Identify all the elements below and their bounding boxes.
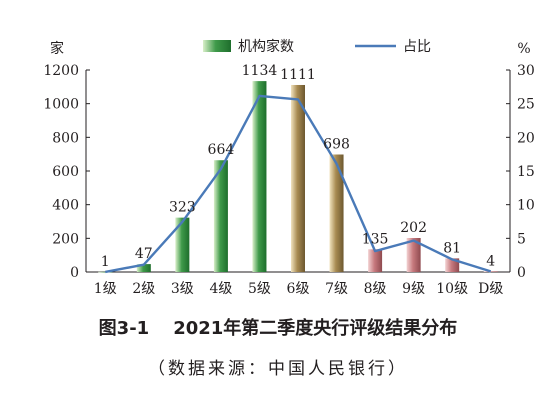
y-right-tick-label: 15	[517, 164, 535, 180]
x-tick-label: 1级	[94, 281, 117, 297]
bar-3	[175, 217, 190, 272]
x-tick-label: 3级	[171, 281, 194, 297]
bar-9	[406, 237, 421, 272]
x-tick-label: 6级	[287, 281, 310, 297]
legend-bar-swatch	[203, 40, 231, 52]
bar-7	[329, 154, 344, 272]
legend-label: 占比	[403, 39, 431, 55]
data-label: 1111	[280, 67, 316, 83]
x-tick-label: 2级	[132, 281, 155, 297]
y-right-tick-label: 0	[517, 265, 526, 281]
figure-title: 图3-1 2021年第二季度央行评级结果分布	[0, 314, 556, 340]
data-label: 135	[362, 231, 389, 247]
y-left-tick-label: 0	[70, 265, 79, 281]
data-label: 4	[486, 253, 495, 269]
bar-1	[98, 271, 113, 273]
x-tick-label: 8级	[364, 281, 387, 297]
y-left-tick-label: 800	[52, 130, 79, 146]
data-label: 664	[208, 142, 235, 158]
y-left-tick-label: 400	[52, 198, 79, 214]
figure-source: （数据来源：中国人民银行）	[148, 359, 408, 379]
x-tick-label: D级	[478, 281, 503, 297]
x-tick-label: 4级	[209, 281, 232, 297]
y-left-unit: 家	[50, 40, 64, 57]
x-tick-label: 10级	[436, 281, 468, 297]
bar-10	[445, 258, 460, 272]
data-label: 698	[323, 137, 350, 153]
x-tick-label: 5级	[248, 281, 271, 297]
y-left-tick-label: 1000	[43, 97, 79, 113]
figure-number: 图3-1	[98, 318, 150, 339]
x-tick-label: 7级	[325, 281, 348, 297]
bar-8	[368, 249, 383, 272]
data-label: 202	[400, 220, 427, 236]
data-label: 323	[169, 200, 196, 216]
data-label: 47	[135, 246, 153, 262]
y-right-tick-label: 25	[517, 97, 535, 113]
bar-11	[483, 271, 498, 272]
data-label: 1134	[242, 63, 278, 79]
data-label: 81	[443, 240, 461, 256]
bar-5	[252, 81, 267, 272]
y-left-tick-label: 600	[52, 164, 79, 180]
y-right-tick-label: 20	[517, 130, 535, 146]
line-proportion	[105, 94, 492, 274]
y-right-tick-label: 30	[517, 63, 535, 79]
bar-4	[213, 160, 228, 272]
bar-6	[291, 84, 305, 273]
y-right-tick-label: 5	[517, 231, 526, 247]
y-right-tick-label: 10	[517, 198, 535, 214]
y-right-unit: %	[517, 41, 530, 57]
x-tick-label: 9级	[402, 281, 425, 297]
y-left-tick-label: 1200	[43, 63, 79, 79]
chart: 0 200 400 600 800 1000 1200 0 5 10 15 20 25 30 家 % 1 47 32…	[43, 38, 535, 297]
legend-label: 机构家数	[238, 38, 294, 55]
figure-title-text: 2021年第二季度央行评级结果分布	[173, 318, 458, 339]
bar-2	[136, 264, 151, 272]
y-left-tick-label: 200	[52, 231, 79, 247]
data-label: 1	[101, 254, 110, 270]
